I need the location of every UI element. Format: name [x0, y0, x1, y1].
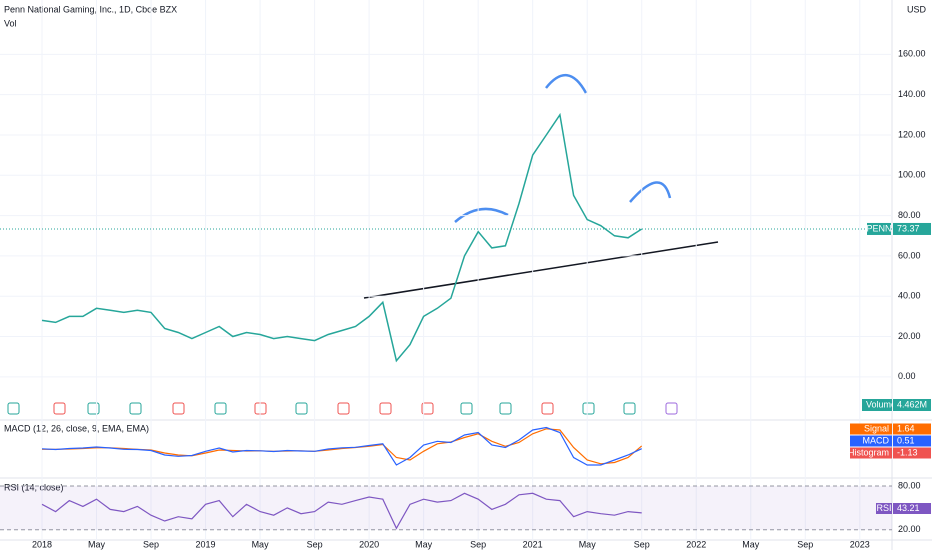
earnings-icon — [541, 402, 554, 415]
volume-name: Volume — [866, 399, 896, 409]
earnings-icon — [295, 402, 308, 415]
legend-value: 0.51 — [897, 435, 915, 445]
price-tag — [893, 222, 931, 235]
price-label: 73.37 — [897, 223, 920, 233]
earnings-icon — [172, 402, 185, 415]
ticker-label: PENN — [866, 223, 891, 233]
x-tick-label: Sep — [797, 539, 813, 549]
y-tick-label: 160.00 — [898, 49, 926, 59]
chart-subtitle: Vol — [4, 18, 17, 28]
earnings-markers — [7, 402, 678, 415]
legend-value: 43.21 — [897, 503, 920, 513]
legend-tag — [850, 423, 892, 435]
earnings-icon — [421, 402, 434, 415]
legend-value-tag — [893, 503, 931, 514]
x-tick-label: 2020 — [359, 539, 379, 549]
y-tick-label: 80.00 — [898, 480, 921, 490]
volume-tag — [862, 399, 892, 411]
legend-value-tag — [893, 435, 931, 447]
chart-title: Penn National Gaming, Inc., 1D, Cboe BZX — [4, 4, 177, 14]
volume-value: 4.462M — [897, 399, 927, 409]
y-tick-label: 60.00 — [898, 250, 921, 260]
y-tick-label: 20.00 — [898, 331, 921, 341]
earnings-icon — [499, 402, 512, 415]
drawing-arc — [629, 181, 672, 203]
pane-title: MACD (12, 26, close, 9, EMA, EMA) — [4, 423, 149, 433]
earnings-icon — [7, 402, 20, 415]
earnings-icon — [53, 402, 66, 415]
earnings-icon — [582, 402, 595, 415]
x-tick-label: 2021 — [523, 539, 543, 549]
earnings-icon — [87, 402, 100, 415]
series-line — [41, 112, 643, 363]
x-tick-label: Sep — [470, 539, 486, 549]
earnings-icon — [623, 402, 636, 415]
y-tick-label: 120.00 — [898, 129, 926, 139]
y-tick-label: 20.00 — [898, 524, 921, 534]
drawing-arc — [454, 207, 509, 223]
legend-tag — [876, 503, 892, 514]
legend-tag — [850, 447, 892, 459]
legend-value: -1.13 — [897, 447, 918, 457]
y-tick-label: 0.00 — [898, 371, 916, 381]
x-tick-label: May — [742, 539, 760, 549]
earnings-icon — [214, 402, 227, 415]
x-tick-label: Sep — [634, 539, 650, 549]
x-tick-label: May — [252, 539, 270, 549]
legend-name: Signal — [864, 423, 889, 433]
x-tick-label: Sep — [143, 539, 159, 549]
x-tick-label: 2018 — [32, 539, 52, 549]
earnings-icon — [337, 402, 350, 415]
legend-tag — [850, 435, 892, 447]
currency: USD — [907, 4, 927, 14]
x-tick-label: Sep — [307, 539, 323, 549]
y-tick-label: 80.00 — [898, 210, 921, 220]
volume-value-tag — [893, 399, 931, 411]
legend-name: Histogram — [848, 447, 889, 457]
x-tick-label: May — [579, 539, 597, 549]
x-tick-label: May — [88, 539, 106, 549]
y-tick-label: 40.00 — [898, 291, 921, 301]
x-tick-label: 2023 — [850, 539, 870, 549]
y-tick-label: 140.00 — [898, 89, 926, 99]
x-tick-label: 2022 — [686, 539, 706, 549]
trend-line — [363, 241, 719, 299]
x-tick-label: May — [415, 539, 433, 549]
pane-title: RSI (14, close) — [4, 482, 64, 492]
legend-value-tag — [893, 423, 931, 435]
y-tick-label: 100.00 — [898, 170, 926, 180]
legend-value: 1.64 — [897, 423, 915, 433]
ticker-tag — [867, 222, 891, 235]
series-line — [41, 426, 642, 466]
rsi-band — [0, 486, 892, 530]
series-line — [41, 492, 642, 530]
legend-name: RSI — [876, 503, 891, 513]
earnings-icon — [665, 402, 678, 415]
legend-value-tag — [893, 447, 931, 459]
earnings-icon — [460, 402, 473, 415]
earnings-icon — [379, 402, 392, 415]
x-tick-label: 2019 — [196, 539, 216, 549]
legend-name: MACD — [863, 435, 890, 445]
earnings-icon — [129, 402, 142, 415]
drawing-arc — [545, 74, 588, 94]
